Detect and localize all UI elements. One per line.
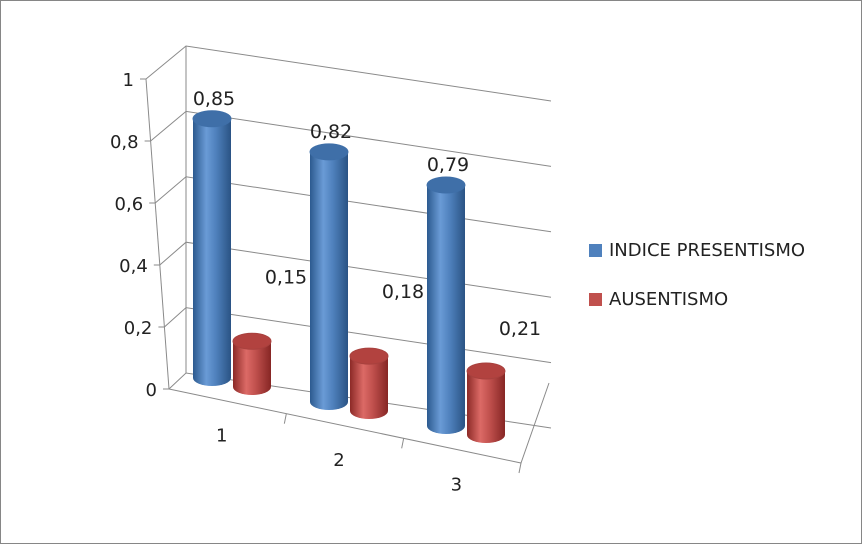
data-label: 0,15 bbox=[265, 266, 307, 288]
legend-label: INDICE PRESENTISMO bbox=[609, 240, 805, 261]
legend: INDICE PRESENTISMO AUSENTISMO bbox=[589, 240, 805, 310]
x-tick-mark bbox=[284, 414, 286, 424]
bar-presentismo bbox=[193, 111, 231, 386]
x-category-label: 2 bbox=[333, 450, 344, 471]
bar-top bbox=[427, 177, 465, 193]
x-category-label: 3 bbox=[451, 475, 462, 496]
y-tick-label: 0,4 bbox=[119, 256, 148, 277]
bar-top bbox=[193, 111, 231, 127]
bar-presentismo bbox=[427, 177, 465, 434]
y-axis-line bbox=[146, 79, 169, 389]
bar-top bbox=[233, 333, 271, 349]
bar-top bbox=[310, 144, 348, 160]
y-tick-label: 0,8 bbox=[110, 132, 139, 153]
data-label: 0,82 bbox=[310, 121, 352, 143]
legend-swatch bbox=[589, 293, 602, 306]
data-label: 0,85 bbox=[193, 88, 235, 110]
x-category-label: 1 bbox=[216, 425, 227, 446]
data-label: 0,79 bbox=[427, 154, 469, 176]
legend-label: AUSENTISMO bbox=[609, 289, 728, 310]
bar-body bbox=[467, 371, 505, 443]
bar-body bbox=[427, 185, 465, 434]
x-tick-mark bbox=[402, 438, 404, 448]
bar-body bbox=[350, 356, 388, 419]
y-tick-label: 0,6 bbox=[115, 194, 144, 215]
bar-body bbox=[193, 119, 231, 386]
bar-top bbox=[350, 348, 388, 364]
y-tick-label: 0,2 bbox=[124, 318, 153, 339]
y-tick-label: 1 bbox=[123, 70, 134, 91]
legend-swatch bbox=[589, 244, 602, 257]
data-label: 0,18 bbox=[382, 281, 424, 303]
bar-top bbox=[467, 363, 505, 379]
x-tick-mark bbox=[519, 463, 521, 473]
y-tick-label: 0 bbox=[146, 380, 157, 401]
bar-ausentismo bbox=[233, 333, 271, 395]
bar-presentismo bbox=[310, 144, 348, 410]
data-label: 0,21 bbox=[499, 318, 541, 340]
bar-ausentismo bbox=[350, 348, 388, 419]
bar-ausentismo bbox=[467, 363, 505, 443]
bar-body bbox=[310, 152, 348, 410]
